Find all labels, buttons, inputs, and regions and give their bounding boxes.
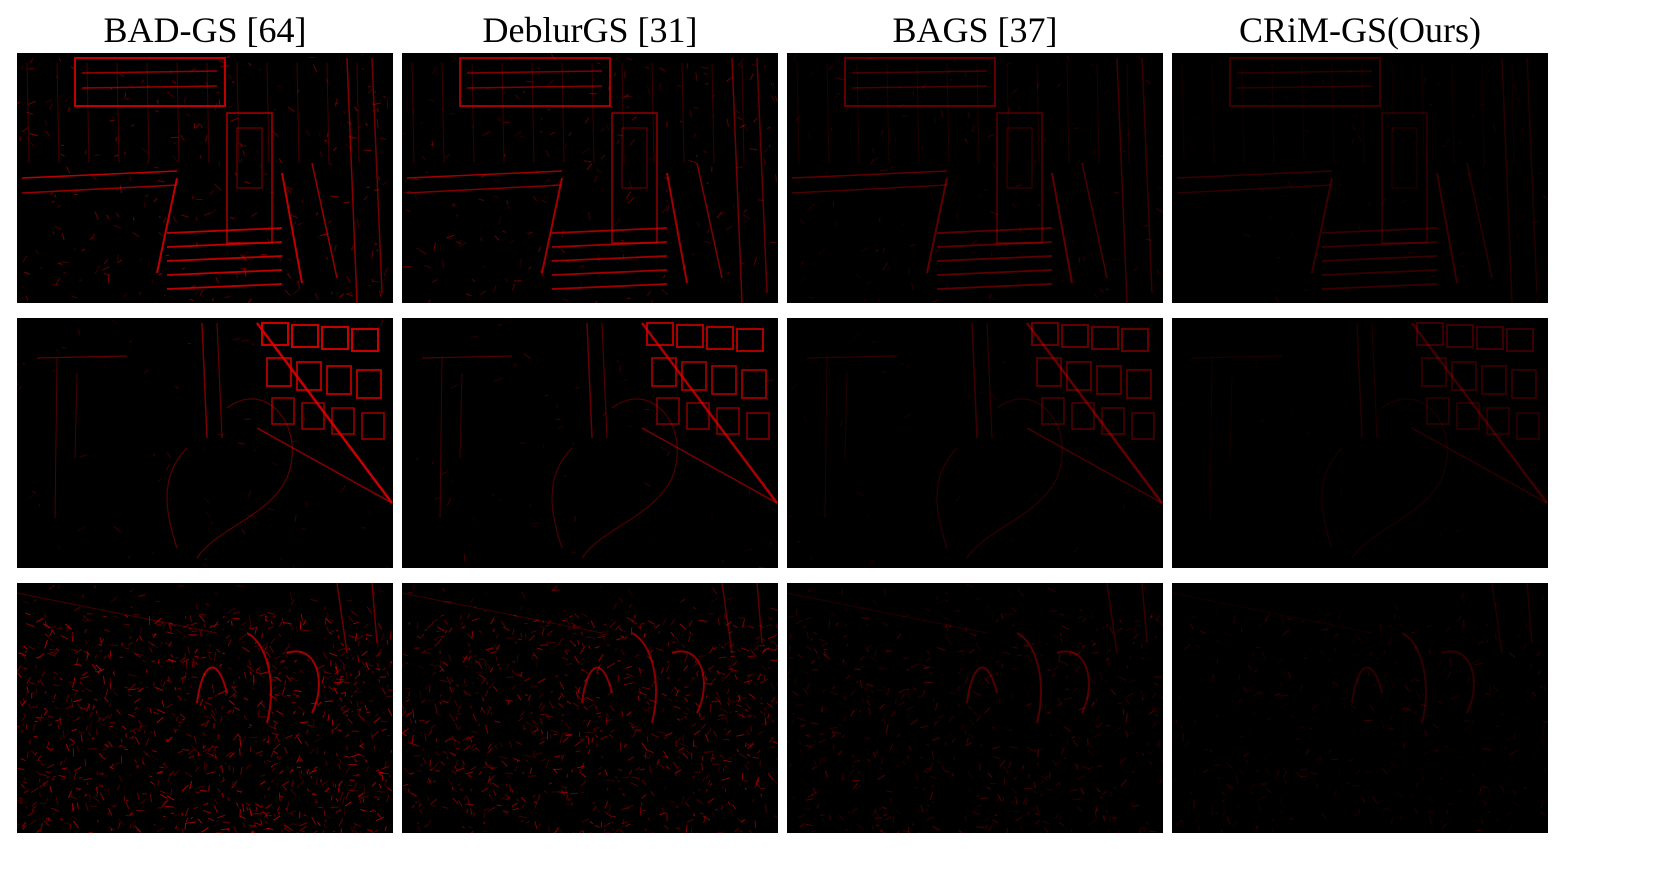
error-map-image — [787, 583, 1163, 833]
error-map-scene-garden-deblurgs — [402, 583, 778, 833]
error-map-scene-garden-bad-gs — [17, 583, 393, 833]
error-map-scene-storefront-bad-gs — [17, 53, 393, 303]
error-map-image — [416, 318, 778, 568]
error-map-scene-storefront-crim-gs — [1172, 53, 1548, 303]
error-map-scene-bicycle-shop-deblurgs — [402, 318, 778, 568]
error-map-scene-bicycle-shop-bad-gs — [17, 318, 393, 568]
error-map-scene-garden-crim-gs — [1172, 583, 1548, 833]
column-title-bags: BAGS [37] — [892, 10, 1058, 50]
column-title-deblurgs: DeblurGS [31] — [482, 10, 698, 50]
error-map-scene-garden-bags — [787, 583, 1163, 833]
error-map-image — [1178, 318, 1548, 559]
error-map-image — [17, 319, 393, 568]
error-map-image — [791, 53, 1163, 303]
error-map-scene-storefront-bags — [787, 53, 1163, 303]
error-map-image — [402, 53, 778, 303]
error-map-image — [1176, 55, 1548, 303]
error-map-image — [17, 53, 389, 303]
error-map-image — [402, 583, 778, 833]
column-title-crim-gs: CRiM-GS(Ours) — [1238, 10, 1481, 50]
error-map-image — [1172, 583, 1548, 833]
column-title-bad-gs: BAD-GS [64] — [103, 10, 307, 50]
error-map-scene-storefront-deblurgs — [402, 53, 778, 303]
error-map-image — [787, 322, 1163, 566]
error-map-image — [17, 583, 393, 833]
error-map-scene-bicycle-shop-bags — [787, 318, 1163, 568]
error-map-scene-bicycle-shop-crim-gs — [1172, 318, 1548, 568]
